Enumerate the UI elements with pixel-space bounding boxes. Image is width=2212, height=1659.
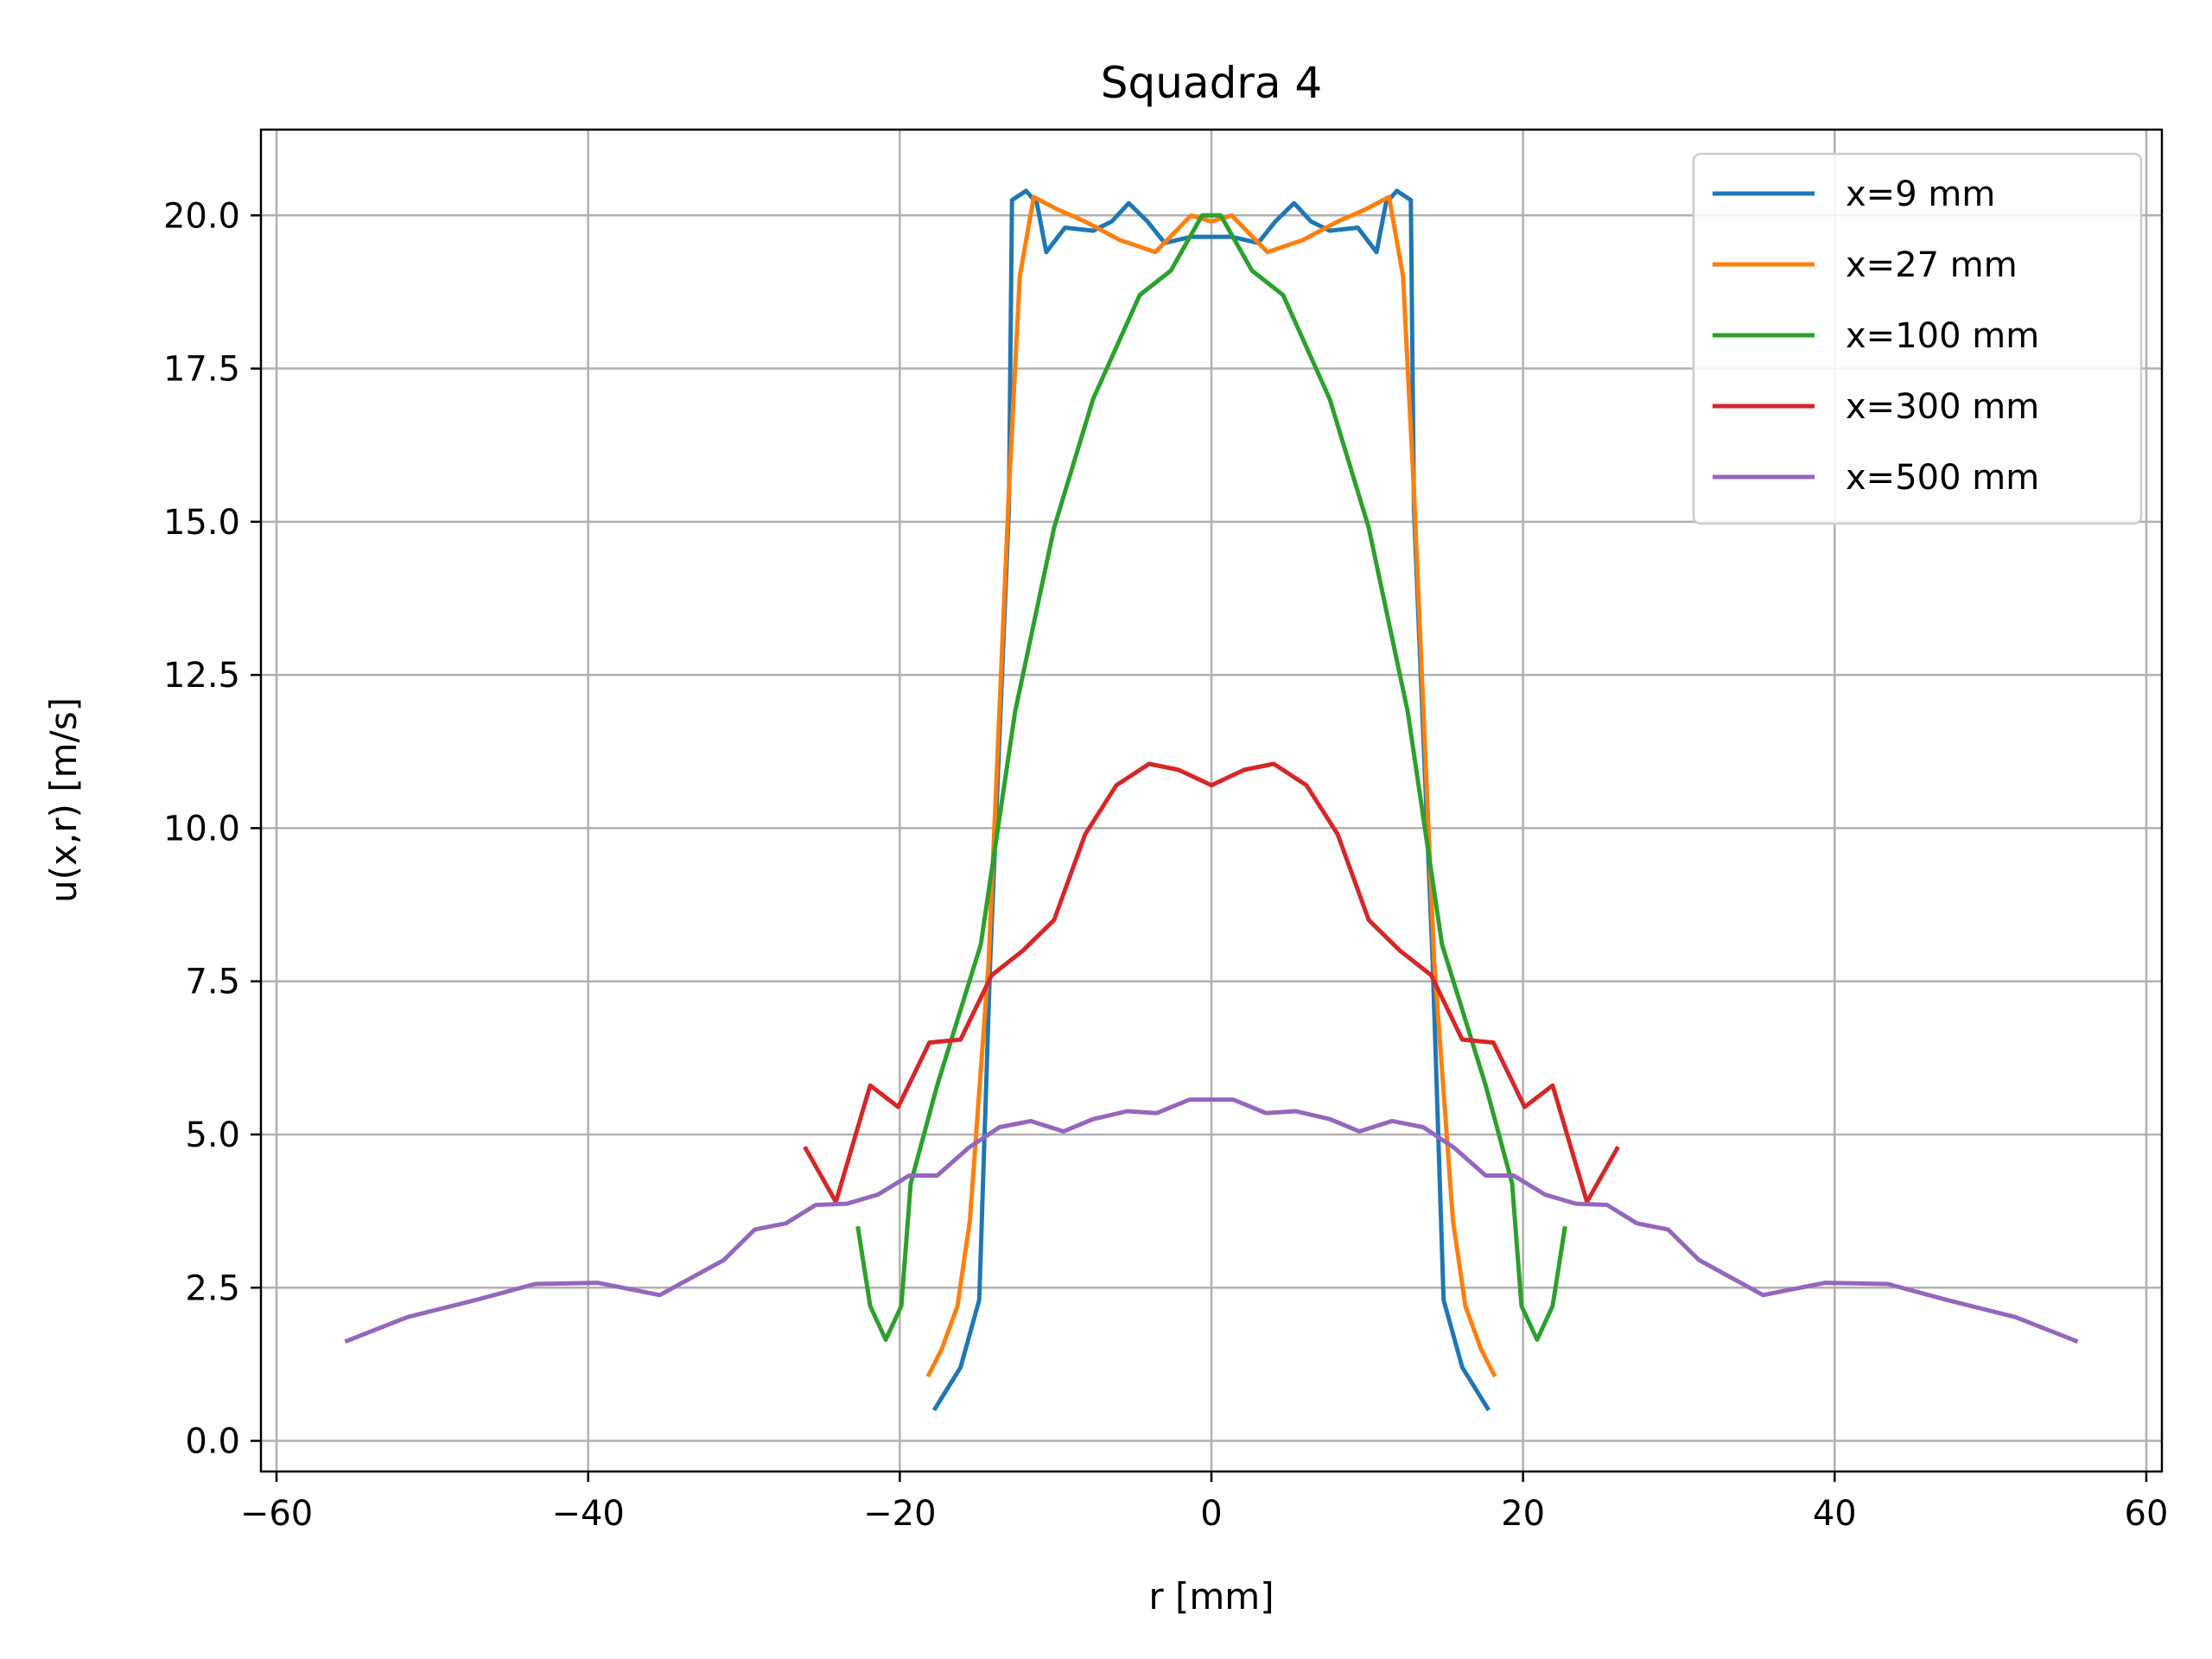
series-line-3: [855, 213, 1567, 1342]
y-tick-label: 10.0: [163, 809, 240, 849]
legend: x=9 mm x=27 mm x=100 mm x=300 mm x=500 mm: [1692, 152, 2143, 525]
x-axis-label: r [mm]: [1148, 1575, 1274, 1618]
x-tick-label: 0: [1200, 1494, 1222, 1534]
y-tick-label: 0.0: [185, 1422, 240, 1462]
legend-label: x=300 mm: [1846, 387, 2039, 427]
legend-box: [1692, 152, 2143, 525]
x-tick-label: −40: [551, 1494, 624, 1534]
y-tick-label: 2.5: [185, 1268, 240, 1308]
series-line-1: [931, 188, 1491, 1412]
series-line-5: [344, 1097, 2079, 1344]
x-tick-label: −60: [240, 1494, 313, 1534]
x-tick-label: 40: [1813, 1494, 1857, 1534]
x-tick-label: 20: [1501, 1494, 1545, 1534]
series-line-2: [925, 194, 1497, 1378]
legend-label: x=500 mm: [1846, 458, 2039, 498]
series-layer: [344, 188, 2079, 1412]
legend-label: x=27 mm: [1846, 245, 2018, 285]
y-tick-label: 17.5: [163, 350, 240, 390]
legend-label: x=100 mm: [1846, 316, 2039, 356]
y-tick-label: 15.0: [163, 503, 240, 543]
chart-title: Squadra 4: [1101, 58, 1322, 108]
y-tick-label: 7.5: [185, 963, 240, 1002]
y-axis-label: u(x,r) [m/s]: [42, 697, 85, 903]
axis-ticks: −60 −40 −20 0 20 40 60 0.0 2.5 5.0 7.5 10.0 12.5 15.0…: [163, 196, 2168, 1534]
x-tick-label: −20: [863, 1494, 936, 1534]
y-tick-label: 5.0: [185, 1116, 240, 1155]
legend-label: x=9 mm: [1846, 175, 1995, 214]
series-line-4: [803, 761, 1620, 1205]
x-tick-label: 60: [2125, 1494, 2169, 1534]
y-tick-label: 20.0: [163, 196, 240, 236]
y-tick-label: 12.5: [163, 656, 240, 696]
